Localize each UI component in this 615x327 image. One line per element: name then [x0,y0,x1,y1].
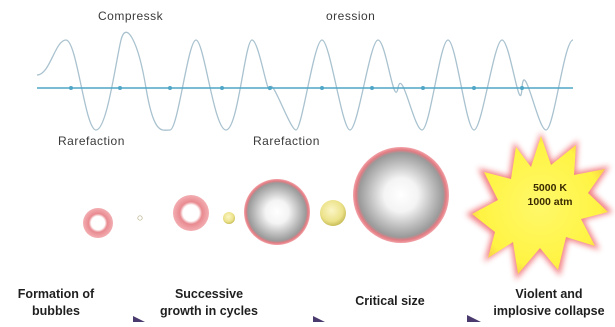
step-collapse-line2: implosive collapse [493,304,605,318]
bubble-3 [244,179,310,245]
burst-pressure: 1000 atm [527,196,573,208]
axis-nodes [69,86,524,90]
step-growth-line2: growth in cycles [160,304,258,318]
yellow-bubble-small [223,212,235,224]
step-formation: Formation of bubbles [6,286,106,320]
step-growth-line1: Successive [174,287,244,301]
step-collapse: Violent and implosive collapse [488,286,610,320]
bubble-2 [173,195,209,231]
bubble-1 [83,208,113,238]
compression-label-left: Compressk [98,9,164,23]
yellow-bubble-large [320,200,346,226]
rarefaction-label-right: Rarefaction [253,134,320,148]
step-formation-line1: Formation of [17,287,95,301]
step-growth: Successive growth in cycles [150,286,268,320]
tiny-bubble [137,215,143,221]
collapse-burst [466,132,613,280]
burst-temperature: 5000 K [533,182,567,194]
rarefaction-label-left: Rarefaction [58,134,125,148]
step-formation-line2: bubbles [32,304,80,318]
bubble-critical [353,147,449,243]
step-collapse-line1: Violent and [515,287,583,301]
step-critical: Critical size [345,293,435,310]
compression-label-right: oression [326,9,376,23]
pressure-wave [36,31,574,131]
step-critical-line1: Critical size [355,294,425,308]
